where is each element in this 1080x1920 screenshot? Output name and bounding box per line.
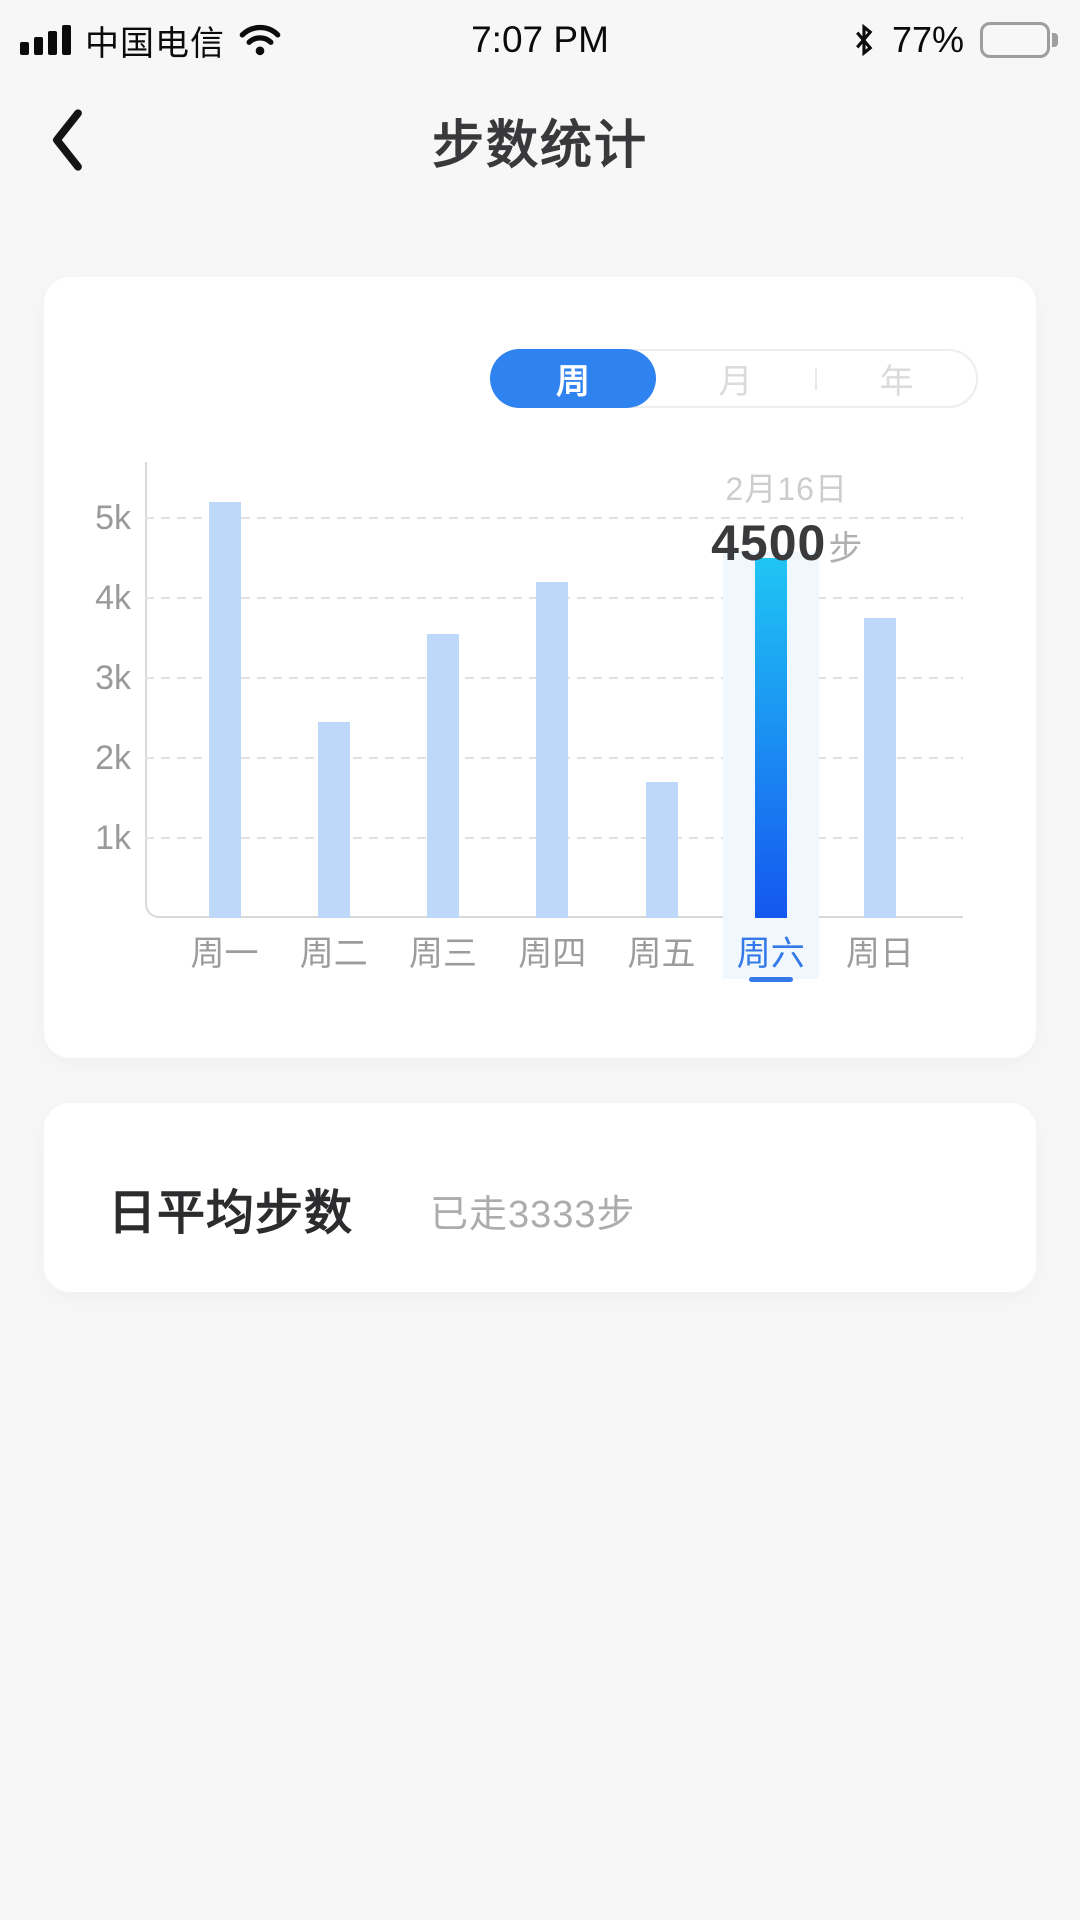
x-axis-label-周二[interactable]: 周二 bbox=[299, 935, 368, 973]
chart-canvas: 5k 4k 3k 2k 1k 周一 周二 周三 周四 周五 周六 周日 2月16日 4500步 bbox=[44, 277, 1036, 1058]
chart-bar-周六[interactable] bbox=[754, 558, 787, 918]
average-steps-label: 日平均步数 bbox=[108, 1187, 354, 1240]
wifi-icon bbox=[239, 24, 281, 56]
tab-year-label: 年 bbox=[879, 363, 914, 401]
battery-percent: 77% bbox=[891, 19, 964, 60]
chart-bar-周五[interactable] bbox=[645, 782, 678, 918]
chart-bar-周一[interactable] bbox=[208, 502, 241, 918]
clock-label: 7:07 PM bbox=[471, 19, 609, 60]
page-title: 步数统计 bbox=[431, 116, 648, 175]
chart-bar-周四[interactable] bbox=[536, 582, 569, 918]
tooltip-value: 4500步 bbox=[711, 515, 863, 571]
gridline bbox=[145, 517, 963, 519]
tab-year[interactable]: 年 bbox=[817, 354, 976, 403]
chart-tooltip: 2月16日 4500步 bbox=[637, 464, 937, 572]
tab-month[interactable]: 月 bbox=[656, 354, 815, 403]
status-bar: 中国电信 7:07 PM 77% bbox=[0, 0, 1080, 80]
chevron-left-icon bbox=[52, 109, 82, 171]
nav-bar: 步数统计 bbox=[0, 80, 1080, 200]
y-axis-tick: 2k bbox=[95, 739, 131, 777]
x-axis-label-周四[interactable]: 周四 bbox=[518, 935, 587, 973]
y-axis-tick: 5k bbox=[95, 499, 131, 537]
back-button[interactable] bbox=[30, 102, 102, 178]
chart-bar-周日[interactable] bbox=[864, 618, 896, 918]
y-axis-tick: 1k bbox=[95, 819, 131, 857]
tab-divider bbox=[815, 367, 817, 390]
y-axis-tick: 4k bbox=[95, 579, 131, 617]
tab-week[interactable]: 周 bbox=[490, 349, 656, 408]
selected-day-underline bbox=[748, 977, 793, 982]
tab-week-label: 周 bbox=[556, 363, 590, 401]
chart-bar-周二[interactable] bbox=[317, 722, 350, 918]
y-axis-tick: 3k bbox=[95, 659, 131, 697]
x-axis-label-周一[interactable]: 周一 bbox=[190, 935, 259, 973]
carrier-label: 中国电信 bbox=[85, 24, 225, 63]
x-axis-label-周六[interactable]: 周六 bbox=[736, 935, 805, 973]
x-axis-label-周三[interactable]: 周三 bbox=[409, 935, 477, 973]
battery-icon bbox=[980, 21, 1062, 59]
chart-card: 周 月 年 5k 4k 3k 2k 1k 周一 周二 周三 周四 周五 周六 周日 2月16日 4500步 bbox=[44, 277, 1036, 1058]
tab-month-label: 月 bbox=[718, 363, 753, 401]
x-axis-label-周日[interactable]: 周日 bbox=[846, 935, 914, 973]
summary-card: 日平均步数 已走3333步 bbox=[44, 1103, 1036, 1292]
tooltip-date: 2月16日 bbox=[725, 471, 848, 507]
bluetooth-icon bbox=[852, 22, 876, 58]
cellular-signal-icon bbox=[20, 25, 71, 55]
chart-bar-周三[interactable] bbox=[427, 634, 459, 918]
x-axis-label-周五[interactable]: 周五 bbox=[627, 935, 696, 973]
period-tabs: 周 月 年 bbox=[490, 349, 978, 408]
steps-walked-value: 已走3333步 bbox=[430, 1194, 636, 1236]
